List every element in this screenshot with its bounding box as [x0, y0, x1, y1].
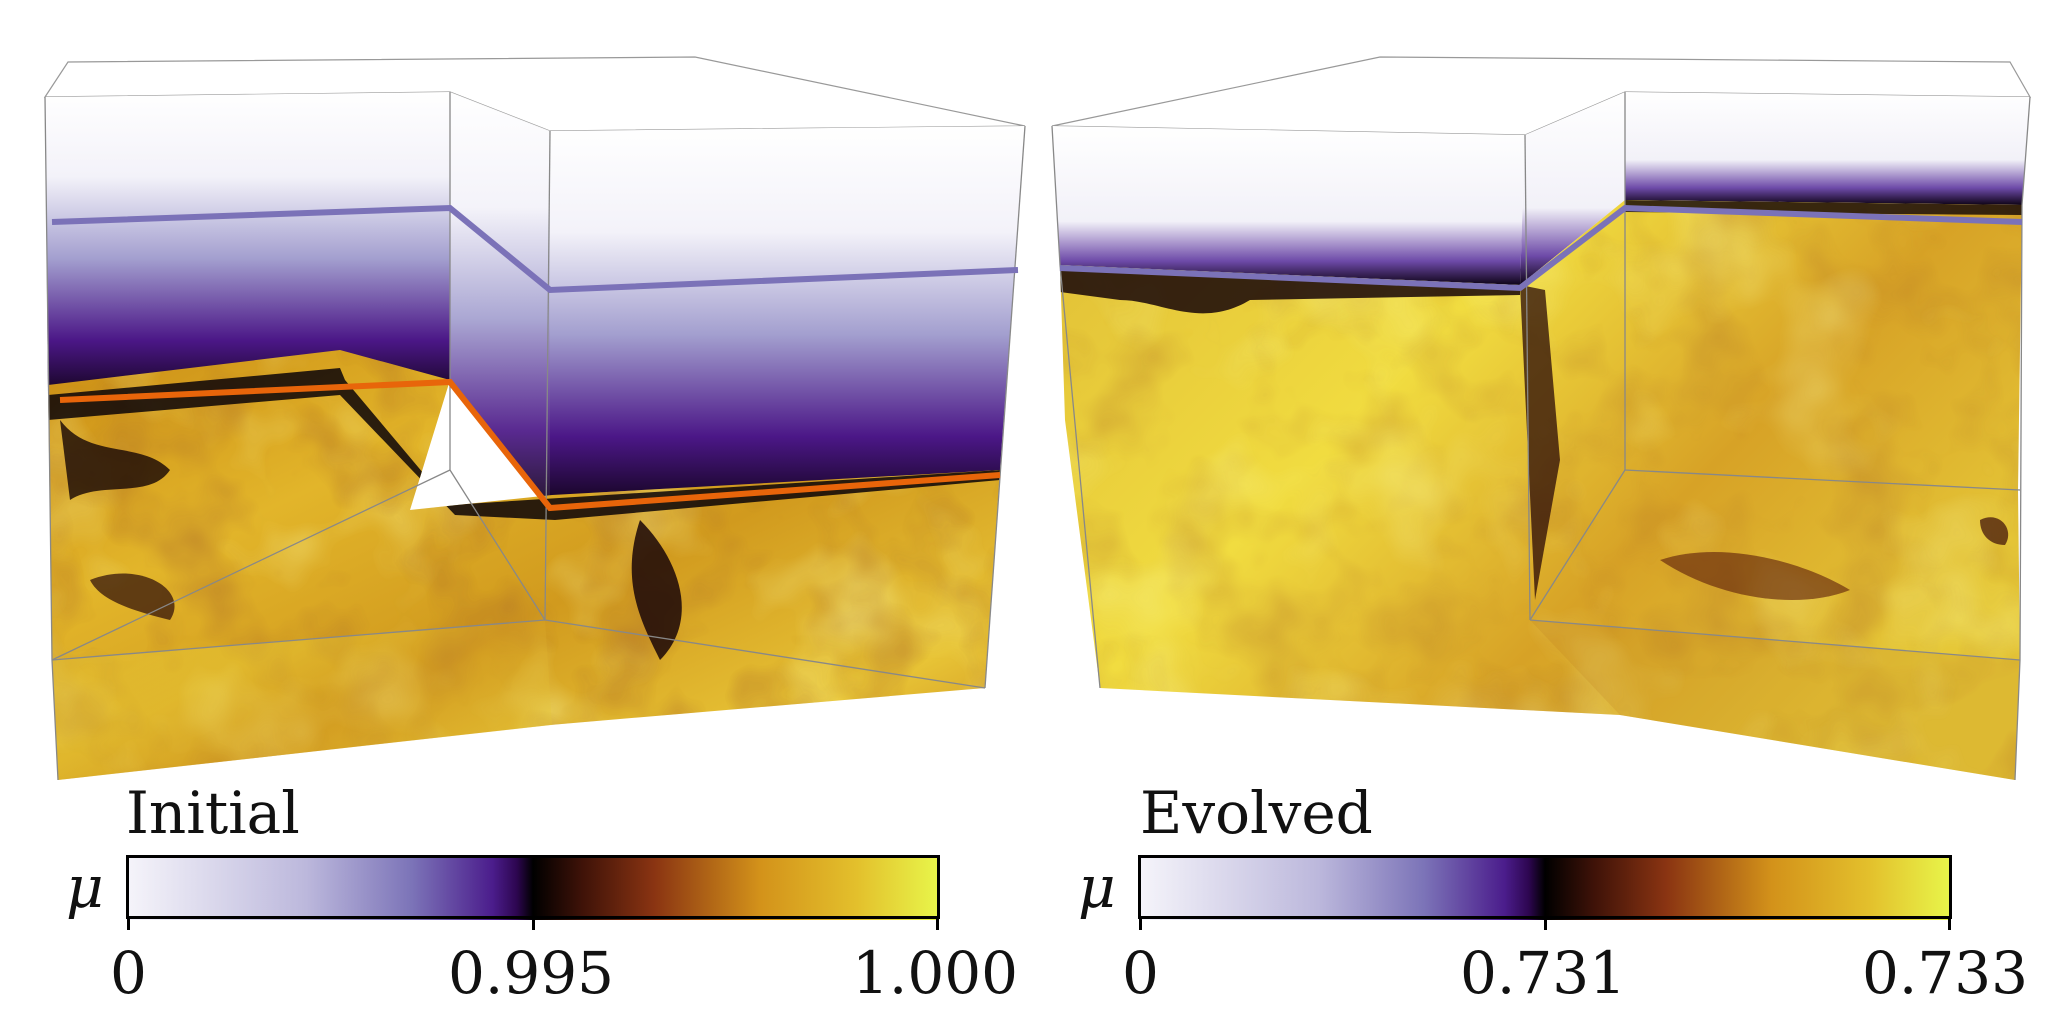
initial-tick-mark-1 — [532, 918, 535, 930]
initial-tick-label-1: 0.995 — [448, 939, 615, 1007]
evolved-floor-face — [1530, 620, 2020, 780]
evolved-upper-wall-middle — [1520, 92, 1625, 285]
initial-panel-title: Initial — [126, 779, 300, 847]
evolved-colorbar-gradient — [1140, 856, 1950, 920]
evolved-tick-mark-2 — [1948, 918, 1951, 930]
initial-upper-wall-right — [550, 126, 1025, 505]
initial-block — [43, 56, 1026, 781]
evolved-tick-mark-1 — [1544, 918, 1547, 930]
initial-tick-mark-0 — [127, 918, 130, 930]
evolved-colorbar-symbol: μ — [1078, 853, 1116, 921]
evolved-tick-label-0: 0 — [1122, 939, 1159, 1007]
evolved-tick-label-2: 0.733 — [1862, 939, 2029, 1007]
evolved-upper-wall-left — [1052, 126, 1525, 285]
evolved-tick-label-1: 0.731 — [1460, 939, 1627, 1007]
evolved-colorbar — [1138, 855, 1952, 919]
initial-upper-boundary-line — [51, 204, 1019, 294]
evolved-tick-mark-0 — [1139, 918, 1142, 930]
evolved-block — [1051, 56, 2032, 781]
evolved-panel-title: Evolved — [1140, 779, 1373, 847]
initial-front-face — [52, 620, 552, 780]
evolved-upper-wall-right — [1625, 92, 2030, 205]
initial-upper-wall-left — [45, 92, 450, 395]
initial-colorbar-symbol: μ — [66, 853, 104, 921]
initial-tick-mark-2 — [936, 918, 939, 930]
initial-colorbar — [126, 855, 940, 919]
initial-interface-line — [59, 378, 1001, 512]
evolved-upper-boundary-line — [1059, 204, 2023, 292]
initial-upper-wall-middle — [450, 92, 550, 505]
initial-tick-label-0: 0 — [110, 939, 147, 1007]
initial-colorbar-gradient — [128, 856, 938, 920]
initial-tick-label-2: 1.000 — [852, 939, 1019, 1007]
